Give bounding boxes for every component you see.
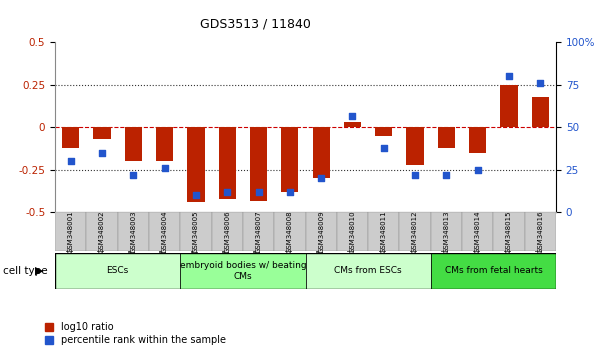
- Legend: log10 ratio, percentile rank within the sample: log10 ratio, percentile rank within the …: [42, 319, 230, 349]
- Point: [348, 113, 357, 118]
- Point: [410, 172, 420, 178]
- Text: GSM348004: GSM348004: [161, 211, 167, 253]
- Bar: [438, 127, 455, 148]
- Bar: [125, 127, 142, 161]
- Point: [285, 189, 295, 195]
- Point: [191, 193, 201, 198]
- Bar: [93, 127, 111, 139]
- Text: GSM348012: GSM348012: [412, 211, 418, 253]
- Text: cell type: cell type: [3, 266, 48, 276]
- Bar: [250, 127, 267, 200]
- FancyBboxPatch shape: [337, 212, 368, 251]
- Bar: [62, 127, 79, 148]
- Text: CMs from ESCs: CMs from ESCs: [334, 266, 402, 275]
- FancyBboxPatch shape: [431, 253, 556, 289]
- Point: [535, 80, 545, 86]
- Text: GSM348001: GSM348001: [68, 211, 74, 253]
- Point: [442, 172, 452, 178]
- Point: [504, 74, 514, 79]
- FancyBboxPatch shape: [274, 212, 306, 251]
- Text: embryoid bodies w/ beating
CMs: embryoid bodies w/ beating CMs: [180, 261, 306, 280]
- FancyBboxPatch shape: [306, 253, 431, 289]
- Text: GDS3513 / 11840: GDS3513 / 11840: [200, 18, 311, 31]
- FancyBboxPatch shape: [525, 212, 556, 251]
- FancyBboxPatch shape: [149, 212, 180, 251]
- FancyBboxPatch shape: [86, 212, 117, 251]
- Bar: [281, 127, 298, 192]
- Bar: [188, 127, 205, 202]
- Point: [66, 159, 76, 164]
- Bar: [406, 127, 423, 165]
- Bar: [469, 127, 486, 153]
- Text: GSM348007: GSM348007: [255, 211, 262, 253]
- Bar: [156, 127, 173, 161]
- FancyBboxPatch shape: [211, 212, 243, 251]
- FancyBboxPatch shape: [55, 253, 180, 289]
- Point: [379, 145, 389, 151]
- Point: [222, 189, 232, 195]
- Point: [97, 150, 107, 156]
- FancyBboxPatch shape: [368, 212, 400, 251]
- Text: ESCs: ESCs: [106, 266, 129, 275]
- Text: CMs from fetal hearts: CMs from fetal hearts: [445, 266, 542, 275]
- Text: ▶: ▶: [35, 266, 44, 276]
- FancyBboxPatch shape: [493, 212, 525, 251]
- Text: GSM348016: GSM348016: [537, 211, 543, 253]
- Text: GSM348002: GSM348002: [99, 211, 105, 253]
- Text: GSM348003: GSM348003: [130, 211, 136, 253]
- FancyBboxPatch shape: [462, 212, 493, 251]
- Text: GSM348013: GSM348013: [444, 211, 450, 253]
- Point: [254, 189, 263, 195]
- Text: GSM348005: GSM348005: [193, 211, 199, 253]
- Text: GSM348006: GSM348006: [224, 211, 230, 253]
- FancyBboxPatch shape: [400, 212, 431, 251]
- FancyBboxPatch shape: [117, 212, 149, 251]
- FancyBboxPatch shape: [180, 253, 306, 289]
- Text: GSM348009: GSM348009: [318, 211, 324, 253]
- FancyBboxPatch shape: [55, 212, 86, 251]
- Point: [159, 165, 169, 171]
- Point: [128, 172, 138, 178]
- Bar: [375, 127, 392, 136]
- FancyBboxPatch shape: [180, 212, 211, 251]
- Text: GSM348015: GSM348015: [506, 211, 512, 253]
- Text: GSM348010: GSM348010: [349, 211, 356, 253]
- Bar: [344, 122, 361, 127]
- Text: GSM348014: GSM348014: [475, 211, 481, 253]
- Text: GSM348008: GSM348008: [287, 211, 293, 253]
- FancyBboxPatch shape: [243, 212, 274, 251]
- Bar: [500, 85, 518, 127]
- Point: [316, 176, 326, 181]
- Bar: [532, 97, 549, 127]
- Bar: [219, 127, 236, 199]
- Point: [473, 167, 483, 173]
- Text: GSM348011: GSM348011: [381, 211, 387, 253]
- Bar: [313, 127, 330, 178]
- FancyBboxPatch shape: [306, 212, 337, 251]
- FancyBboxPatch shape: [431, 212, 462, 251]
